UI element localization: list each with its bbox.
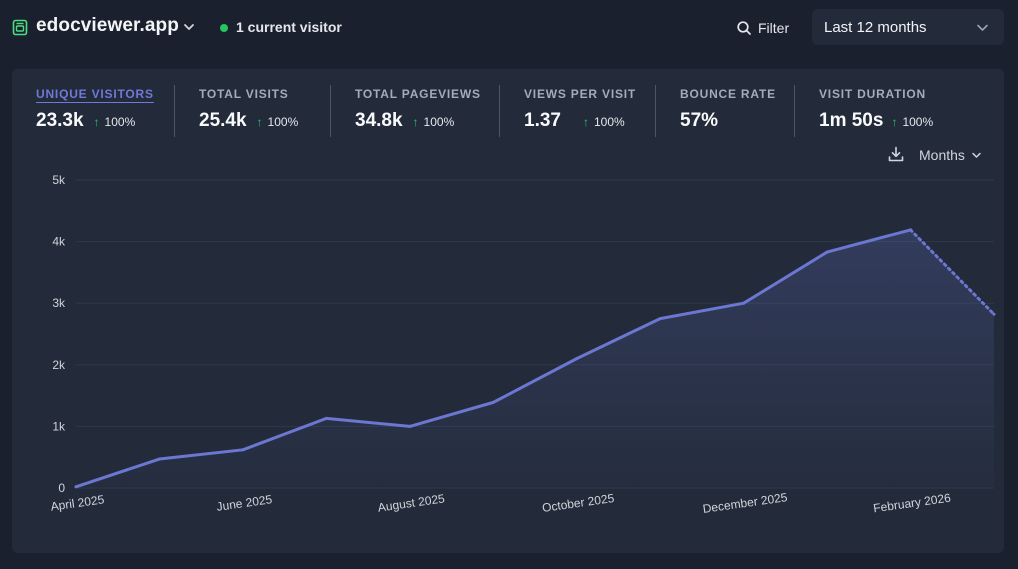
stat-value: 23.3k bbox=[36, 110, 84, 131]
data-point[interactable] bbox=[992, 312, 996, 316]
stat-divider bbox=[794, 85, 795, 137]
data-point[interactable] bbox=[74, 485, 78, 489]
stat-change-value: 100% bbox=[902, 115, 934, 129]
live-status-dot bbox=[220, 24, 228, 32]
stat-divider bbox=[330, 85, 331, 137]
visitors-card: UNIQUE VISITORS 23.3k ↑ 100% TOTAL VISITS… bbox=[12, 69, 1004, 553]
stat-total-visits[interactable]: TOTAL VISITS 25.4k ↑ 100% bbox=[199, 85, 298, 141]
data-point[interactable] bbox=[742, 301, 746, 305]
stat-change-value: 100% bbox=[423, 115, 455, 129]
stat-bounce-rate[interactable]: BOUNCE RATE 57% bbox=[680, 85, 776, 141]
data-point[interactable] bbox=[408, 424, 412, 428]
stat-label: BOUNCE RATE bbox=[680, 87, 776, 101]
stat-label: VIEWS PER VISIT bbox=[524, 87, 637, 101]
stat-views-per-visit[interactable]: VIEWS PER VISIT 1.37 ↑ 100% bbox=[524, 85, 636, 141]
stat-unique-visitors[interactable]: UNIQUE VISITORS 23.3k ↑ 100% bbox=[36, 85, 154, 141]
chevron-down-icon bbox=[972, 152, 981, 158]
stat-value: 1.37 bbox=[524, 110, 561, 131]
y-tick-label: 0 bbox=[58, 481, 65, 495]
data-point[interactable] bbox=[825, 250, 829, 254]
data-point[interactable] bbox=[324, 416, 328, 420]
stat-value: 25.4k bbox=[199, 110, 247, 131]
stat-visit-duration[interactable]: VISIT DURATION 1m 50s ↑ 100% bbox=[819, 85, 933, 141]
arrow-up-icon: ↑ bbox=[891, 115, 898, 129]
stat-divider bbox=[655, 85, 656, 137]
stat-value: 1m 50s bbox=[819, 110, 884, 131]
interval-select-value: Months bbox=[919, 147, 965, 163]
filter-button[interactable]: Filter bbox=[736, 16, 789, 40]
y-tick-label: 1k bbox=[52, 419, 66, 433]
data-point[interactable] bbox=[575, 357, 579, 361]
data-point[interactable] bbox=[658, 317, 662, 321]
data-point[interactable] bbox=[491, 400, 495, 404]
data-point[interactable] bbox=[909, 228, 913, 232]
x-tick-label: April 2025 bbox=[50, 492, 106, 513]
stat-change-value: 100% bbox=[593, 115, 625, 129]
x-tick-label: October 2025 bbox=[541, 491, 615, 515]
stat-change-value: 100% bbox=[267, 115, 299, 129]
x-tick-label: June 2025 bbox=[216, 492, 274, 514]
top-bar: edocviewer.app 1 current visitor Filter … bbox=[0, 0, 1018, 58]
site-switcher-chevron-down-icon[interactable] bbox=[182, 20, 196, 34]
stat-change: ↑ 100% bbox=[413, 115, 455, 129]
stat-divider bbox=[174, 85, 175, 137]
y-axis: 0 1k 2k 3k 4k 5k bbox=[52, 173, 66, 495]
current-visitors[interactable]: 1 current visitor bbox=[236, 19, 342, 35]
arrow-up-icon: ↑ bbox=[412, 115, 419, 129]
site-name[interactable]: edocviewer.app bbox=[36, 15, 179, 36]
arrow-up-icon: ↑ bbox=[93, 115, 100, 129]
stat-divider bbox=[499, 85, 500, 137]
stat-total-pageviews[interactable]: TOTAL PAGEVIEWS 34.8k ↑ 100% bbox=[355, 85, 481, 141]
chart-area bbox=[76, 229, 994, 488]
period-select[interactable]: Last 12 months bbox=[812, 9, 1004, 45]
period-select-value: Last 12 months bbox=[824, 19, 927, 36]
y-tick-label: 4k bbox=[52, 235, 66, 249]
site-favicon-icon bbox=[12, 19, 28, 36]
data-point[interactable] bbox=[241, 448, 245, 452]
visitors-line-chart: 0 1k 2k 3k 4k 5k April 2025 June 2025 August 20… bbox=[50, 173, 996, 516]
series-line-incomplete bbox=[909, 228, 996, 316]
y-tick-label: 5k bbox=[52, 173, 66, 187]
stat-value: 57% bbox=[680, 110, 719, 131]
x-axis: April 2025 June 2025 August 2025 October 20… bbox=[50, 490, 952, 516]
x-tick-label: February 2026 bbox=[872, 491, 952, 516]
stat-label: UNIQUE VISITORS bbox=[36, 87, 154, 103]
x-tick-label: August 2025 bbox=[377, 491, 446, 514]
data-point[interactable] bbox=[157, 457, 161, 461]
stat-label: TOTAL PAGEVIEWS bbox=[355, 87, 481, 101]
stat-label: VISIT DURATION bbox=[819, 87, 926, 101]
search-icon bbox=[737, 21, 751, 35]
download-icon[interactable] bbox=[888, 146, 904, 162]
stat-change: ↑ 100% bbox=[94, 115, 136, 129]
stat-change: ↑ 100% bbox=[583, 115, 625, 129]
chevron-down-icon bbox=[977, 24, 988, 31]
arrow-up-icon: ↑ bbox=[582, 115, 589, 129]
filter-label: Filter bbox=[758, 20, 790, 36]
y-tick-label: 3k bbox=[52, 296, 66, 310]
chart-line bbox=[74, 228, 996, 489]
stat-change: ↑ 100% bbox=[891, 115, 933, 129]
stat-change-value: 100% bbox=[104, 115, 136, 129]
stat-change: ↑ 100% bbox=[257, 115, 299, 129]
stat-label: TOTAL VISITS bbox=[199, 87, 289, 101]
arrow-up-icon: ↑ bbox=[256, 115, 263, 129]
area-fill bbox=[76, 229, 994, 488]
y-tick-label: 2k bbox=[52, 358, 66, 372]
stat-value: 34.8k bbox=[355, 110, 403, 131]
x-tick-label: December 2025 bbox=[702, 490, 789, 516]
interval-select[interactable]: Months bbox=[919, 147, 982, 163]
